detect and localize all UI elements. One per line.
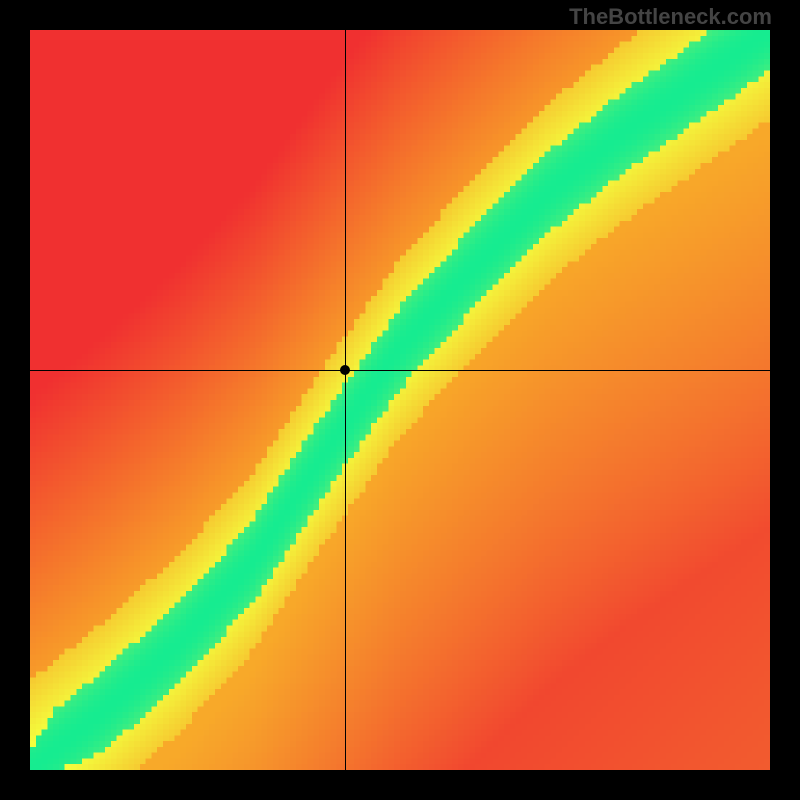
crosshair-vertical (345, 30, 346, 770)
crosshair-horizontal (30, 370, 770, 371)
heatmap-plot (30, 30, 770, 770)
heatmap-canvas (30, 30, 770, 770)
selection-marker-dot (340, 365, 350, 375)
watermark-text: TheBottleneck.com (569, 4, 772, 30)
